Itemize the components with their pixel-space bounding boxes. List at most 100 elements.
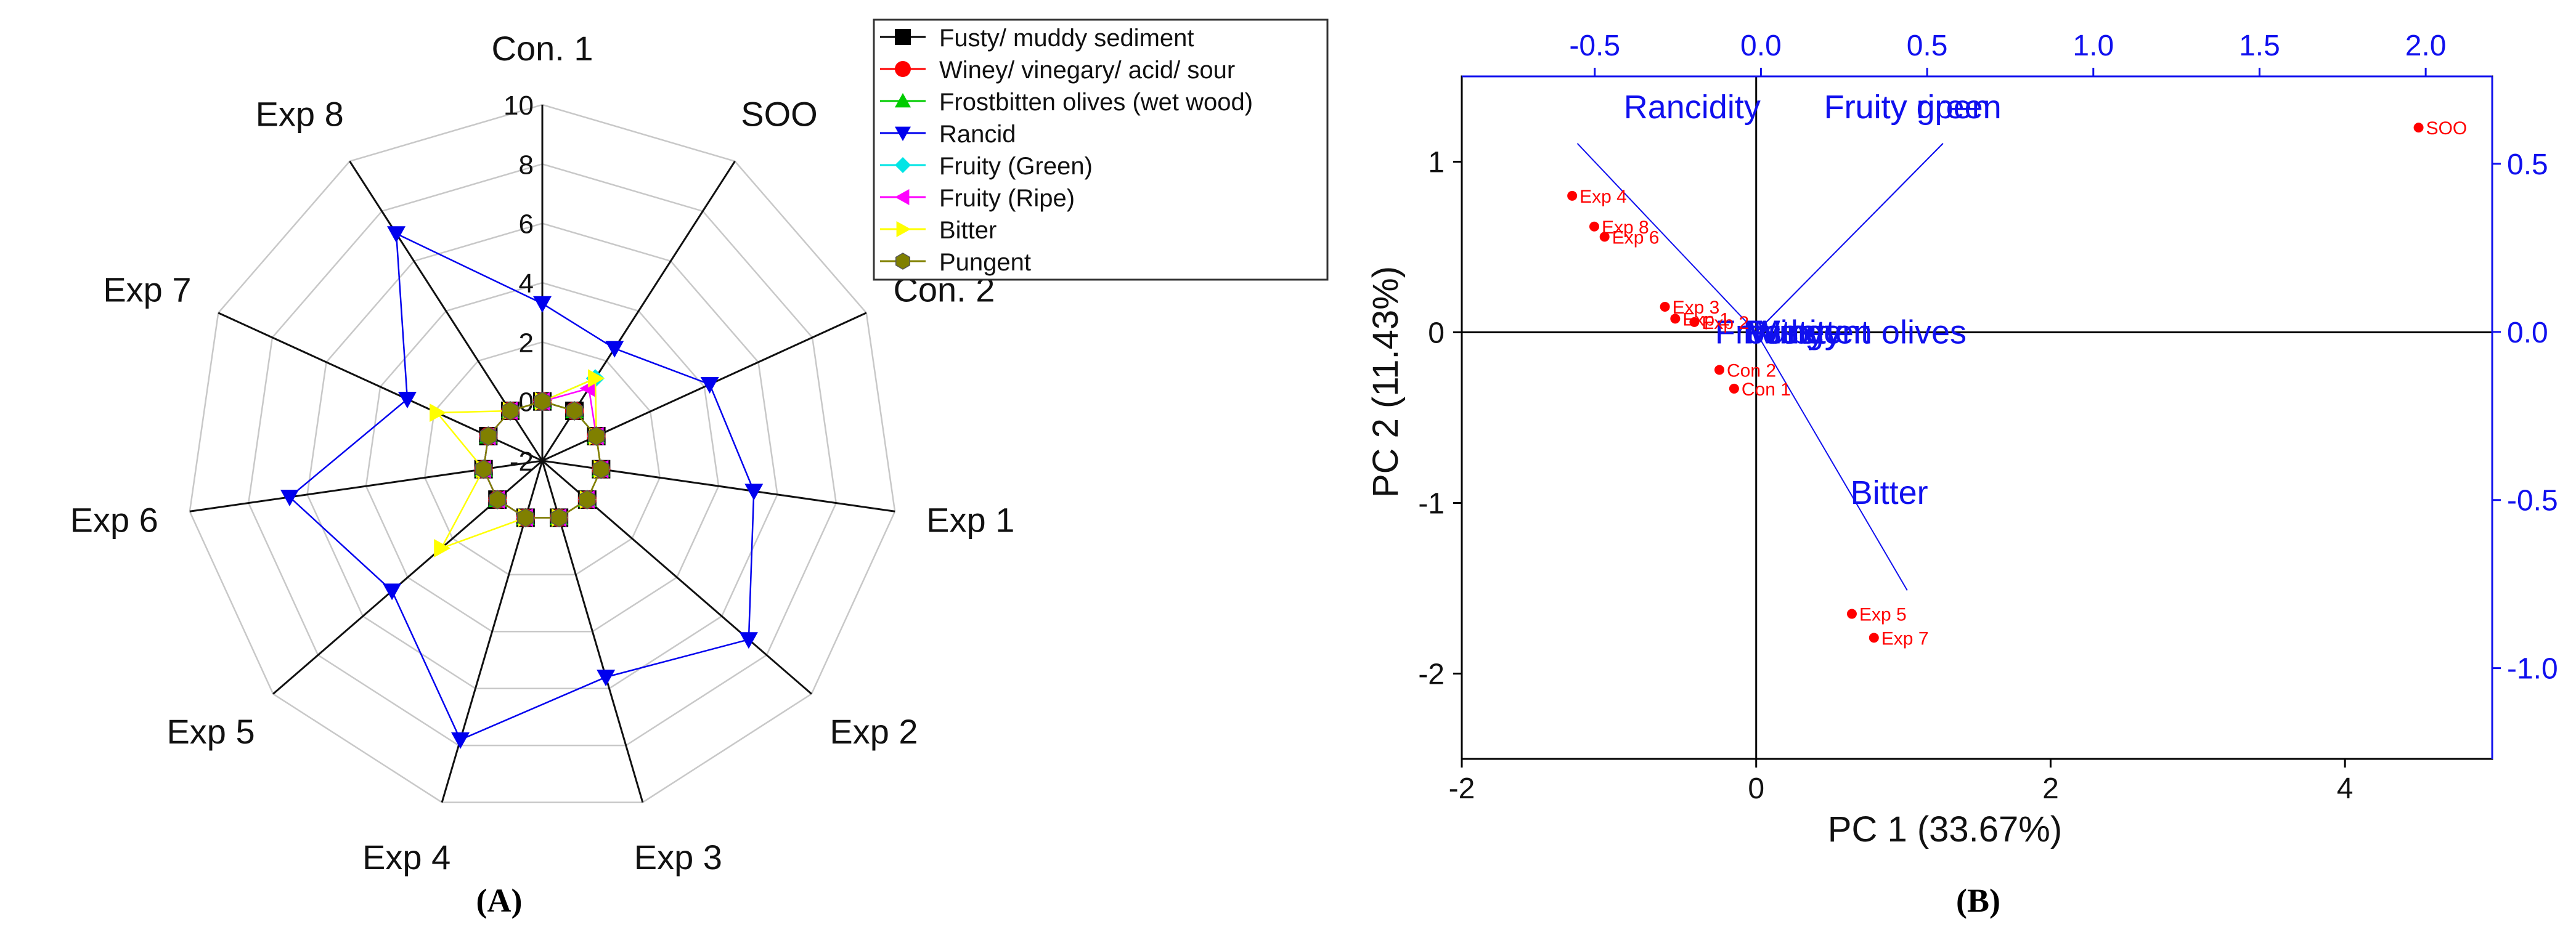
score-label: Exp 4 <box>1579 187 1627 207</box>
y-axis-label: PC 2 (11.43%) <box>1366 266 1406 498</box>
top-tick-label: -0.5 <box>1569 30 1620 62</box>
radar-point <box>489 490 506 509</box>
score-exp-8: Exp 8 <box>1589 217 1649 238</box>
radar-grid-ring <box>365 282 720 633</box>
score-label: Exp 5 <box>1859 605 1907 625</box>
loading-label-frostbitten-olives: Frostbitten olives <box>1715 314 1967 351</box>
radar-point <box>566 401 583 421</box>
y-tick-label: 1 <box>1428 147 1445 179</box>
score-con-1: Con 1 <box>1729 379 1791 400</box>
radar-r-tick: 0 <box>519 387 534 418</box>
score-label: Exp 7 <box>1881 628 1929 649</box>
score-point <box>1689 317 1700 327</box>
score-point <box>2413 123 2424 133</box>
legend-label: Fusty/ muddy sediment <box>939 25 1194 52</box>
radar-point <box>592 459 610 479</box>
radar-grid <box>189 103 896 803</box>
loading-label-bitter: Bitter <box>1851 474 1928 511</box>
radar-r-tick: 2 <box>519 328 534 358</box>
score-exp-5: Exp 5 <box>1846 605 1907 625</box>
x-axis-label: PC 1 (33.67%) <box>1828 809 2062 849</box>
x-tick-label: 2 <box>2042 772 2059 805</box>
radar-point <box>597 670 616 687</box>
y-tick-label: -1 <box>1418 488 1445 521</box>
radar-r-tick: -2 <box>510 447 534 477</box>
radar-point <box>387 226 406 243</box>
radar-grid-ring <box>306 222 778 689</box>
legend-marker <box>895 157 911 173</box>
radar-point <box>739 632 758 649</box>
radar-series-pungent <box>475 391 610 528</box>
radar-point <box>517 508 534 528</box>
radar-point <box>587 369 605 388</box>
legend-marker <box>895 29 911 45</box>
radar-axis-label-exp-6: Exp 6 <box>70 500 158 539</box>
radar-r-tick: 10 <box>503 91 534 121</box>
top-tick-label: 1.0 <box>2073 30 2114 62</box>
loading-label-fruity-ripen: Fruity ripen <box>1824 89 1991 126</box>
radar-point <box>479 426 497 446</box>
legend-label: Fruity (Green) <box>939 153 1093 180</box>
radar-point <box>475 459 492 479</box>
radar-series <box>280 226 764 749</box>
loading-label-fusty: Fusty <box>1743 314 1824 351</box>
legend-label: Fruity (Ripe) <box>939 185 1075 212</box>
radar-point <box>550 508 568 528</box>
score-point <box>1729 383 1739 394</box>
score-point <box>1589 221 1599 232</box>
score-point <box>1567 190 1578 201</box>
legend-label: Bitter <box>939 217 997 244</box>
score-exp-7: Exp 7 <box>1869 628 1929 649</box>
top-tick-label: 0.0 <box>1740 30 1782 62</box>
radar-point <box>430 403 447 422</box>
top-tick-label: 1.5 <box>2239 30 2280 62</box>
legend-marker <box>896 221 911 237</box>
radar-axis-label-exp-7: Exp 7 <box>103 270 191 309</box>
radar-r-tick: 4 <box>519 269 534 299</box>
plot-frame <box>1461 75 2493 760</box>
radar-axis-label-exp-1: Exp 1 <box>926 500 1014 539</box>
radar-point <box>744 484 764 501</box>
legend-marker <box>895 253 911 270</box>
radar-grid-ring <box>189 103 896 803</box>
score-label: SOO <box>2426 118 2468 139</box>
radar-point <box>579 490 596 509</box>
score-label: Exp 8 <box>1602 217 1649 238</box>
legend-marker <box>895 126 911 141</box>
radar-series-rancid <box>280 226 764 749</box>
radar-point <box>587 426 605 446</box>
score-label: Exp 3 <box>1673 298 1720 318</box>
radar-r-tick: 6 <box>519 209 534 240</box>
radar-r-tick: 8 <box>519 150 534 180</box>
legend: Fusty/ muddy sediment Winey/ vinegary/ ac… <box>873 18 1329 281</box>
loading-label-pungent: Pungent <box>1746 314 1870 351</box>
loading-label-rancidity: Rancidity <box>1624 89 1761 126</box>
score-exp-6: Exp 6 <box>1599 227 1660 248</box>
radar-grid-ring <box>424 341 661 576</box>
score-point <box>1846 609 1857 619</box>
score-label: Exp 2 <box>1702 313 1749 333</box>
score-exp-2: Exp 2 <box>1689 313 1749 333</box>
score-label: Con 2 <box>1727 360 1776 381</box>
score-exp-4: Exp 4 <box>1567 187 1627 207</box>
biplot-tick-labels: -2 0 2 4 -2 -1 0 1 -0.5 0.0 0.5 1.0 1.5 2.0 -1.0 -0.5 0.… <box>1418 30 2558 805</box>
top-tick-label: 0.5 <box>1907 30 1948 62</box>
legend-marker <box>895 93 911 108</box>
radar-axis-label-exp-5: Exp 5 <box>166 712 255 751</box>
legend-label: Winey/ vinegary/ acid/ sour <box>939 57 1235 84</box>
score-point <box>1670 314 1681 324</box>
legend-marker <box>895 61 911 77</box>
loading-label-fruity-green: Fruity green <box>1824 89 2002 126</box>
score-label: Exp 6 <box>1612 227 1660 248</box>
legend-box <box>873 18 1329 281</box>
loading-vector-rancidity <box>1576 143 1757 333</box>
loading-label-musty: Musty <box>1753 314 1842 351</box>
right-tick-label: 0.0 <box>2507 317 2548 349</box>
loading-vector-bitter <box>1755 331 1908 591</box>
loading-vector-fruity-ripen <box>1756 143 1944 333</box>
